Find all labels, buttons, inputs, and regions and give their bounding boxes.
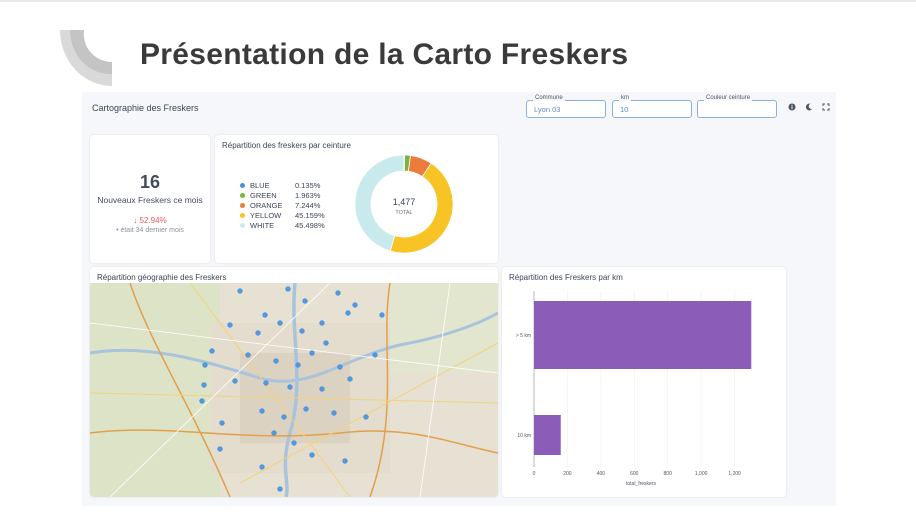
filter-label: km [619, 95, 631, 101]
y-tick-label: 10 km [517, 433, 531, 439]
top-border [0, 0, 916, 2]
x-tick-label: 1,200 [728, 471, 741, 477]
kpi-previous: • était 34 dernier mois [116, 227, 184, 234]
map-card: Répartition géographie des Freskers [90, 267, 498, 497]
x-tick-label: 1,000 [695, 471, 708, 477]
x-tick-label: 600 [630, 471, 639, 477]
x-tick-label: 0 [533, 471, 536, 477]
legend-percent: 7.244% [295, 201, 321, 210]
kpi-label: Nouveaux Freskers ce mois [97, 195, 203, 205]
x-tick-label: 200 [563, 471, 572, 477]
donut-slice-white [354, 154, 405, 252]
donut-total-value: 1,477 [393, 197, 416, 207]
donut-total-label: TOTAL [395, 210, 412, 216]
freskers-map[interactable] [90, 283, 498, 497]
legend-dot [240, 203, 245, 208]
legend-percent: 0.135% [295, 181, 321, 190]
decorative-arc [60, 30, 112, 86]
x-tick-label: 800 [664, 471, 673, 477]
bar-gt-5-km [534, 301, 752, 369]
donut-card-title: Répartition des freskers par ceinture [222, 141, 351, 150]
legend-dot [240, 183, 245, 188]
donut-slice-yellow [389, 162, 454, 254]
dashboard-panel: Cartographie des Freskers Commune Lyon 0… [82, 92, 836, 506]
bar-card-title: Répartition des Freskers par km [509, 273, 623, 282]
legend-dot [240, 213, 245, 218]
donut-chart: 1,477 TOTAL [354, 154, 454, 254]
x-tick-label: 400 [597, 471, 606, 477]
y-tick-label: > 5 km [516, 333, 531, 339]
slide-title: Présentation de la Carto Freskers [140, 38, 629, 71]
donut-slice-orange [407, 154, 432, 178]
kpi-card: 16 Nouveaux Freskers ce mois ↓ 52.94% • … [90, 135, 210, 263]
moon-icon[interactable] [805, 103, 813, 114]
legend-name: ORANGE [250, 201, 283, 210]
km-filter[interactable]: km 10 [612, 95, 692, 118]
legend-percent: 45.498% [295, 221, 325, 230]
filter-label: Commune [533, 95, 565, 101]
legend-dot [240, 223, 245, 228]
legend-dot [240, 193, 245, 198]
bar-chart: 0 200 400 600 800 1,000 1,200 > 5 km 10 km total_… [516, 291, 752, 487]
filter-value: Lyon 03 [534, 105, 561, 114]
bar-card: Répartition des Freskers par km 0 200 400 6… [502, 267, 786, 497]
map-card-title: Répartition géographie des Freskers [97, 273, 227, 282]
donut-card: Répartition des freskers par ceinture BL… [215, 135, 498, 263]
legend-name: GREEN [250, 191, 277, 200]
legend-percent: 45.159% [295, 211, 325, 220]
legend-percent: 1.963% [295, 191, 321, 200]
expand-icon[interactable] [822, 103, 830, 114]
commune-filter[interactable]: Commune Lyon 03 [526, 95, 606, 118]
filter-value: 10 [620, 105, 629, 114]
bar-10-km [534, 415, 561, 455]
x-axis-label: total_freskers [626, 481, 657, 487]
info-icon[interactable] [788, 103, 796, 114]
legend-name: YELLOW [250, 211, 282, 220]
legend-name: WHITE [250, 221, 275, 230]
legend-name: BLUE [250, 181, 270, 190]
kpi-value: 16 [139, 172, 161, 192]
filter-label: Couleur ceinture [704, 95, 753, 101]
kpi-change: ↓ 52.94% [133, 216, 167, 225]
dashboard-title: Cartographie des Freskers [92, 103, 199, 113]
couleur-ceinture-filter[interactable]: Couleur ceinture [697, 95, 777, 118]
